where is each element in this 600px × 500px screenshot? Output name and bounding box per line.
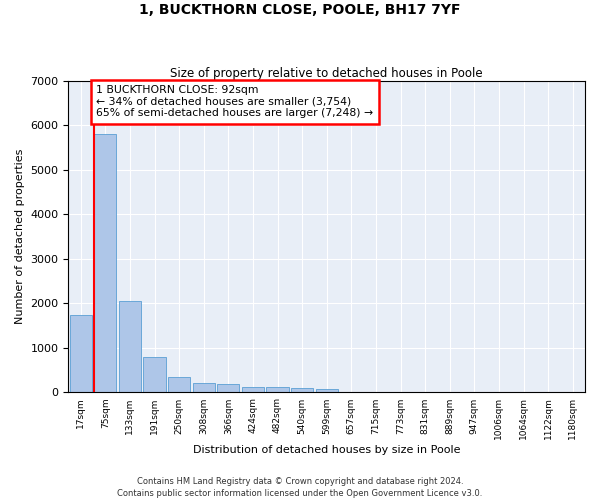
- Bar: [70, 314, 92, 392]
- Text: 1 BUCKTHORN CLOSE: 92sqm
← 34% of detached houses are smaller (3,754)
65% of sem: 1 BUCKTHORN CLOSE: 92sqm ← 34% of detach…: [96, 85, 373, 118]
- Bar: [168, 377, 190, 392]
- Bar: [217, 384, 239, 392]
- Bar: [291, 388, 313, 392]
- Bar: [119, 300, 141, 392]
- Text: Contains HM Land Registry data © Crown copyright and database right 2024.
Contai: Contains HM Land Registry data © Crown c…: [118, 476, 482, 498]
- Bar: [193, 382, 215, 392]
- Bar: [242, 386, 264, 392]
- Bar: [143, 358, 166, 392]
- Y-axis label: Number of detached properties: Number of detached properties: [15, 149, 25, 324]
- Bar: [266, 388, 289, 392]
- Text: 1, BUCKTHORN CLOSE, POOLE, BH17 7YF: 1, BUCKTHORN CLOSE, POOLE, BH17 7YF: [139, 2, 461, 16]
- X-axis label: Distribution of detached houses by size in Poole: Distribution of detached houses by size …: [193, 445, 460, 455]
- Bar: [94, 134, 116, 392]
- Title: Size of property relative to detached houses in Poole: Size of property relative to detached ho…: [170, 66, 483, 80]
- Bar: [316, 389, 338, 392]
